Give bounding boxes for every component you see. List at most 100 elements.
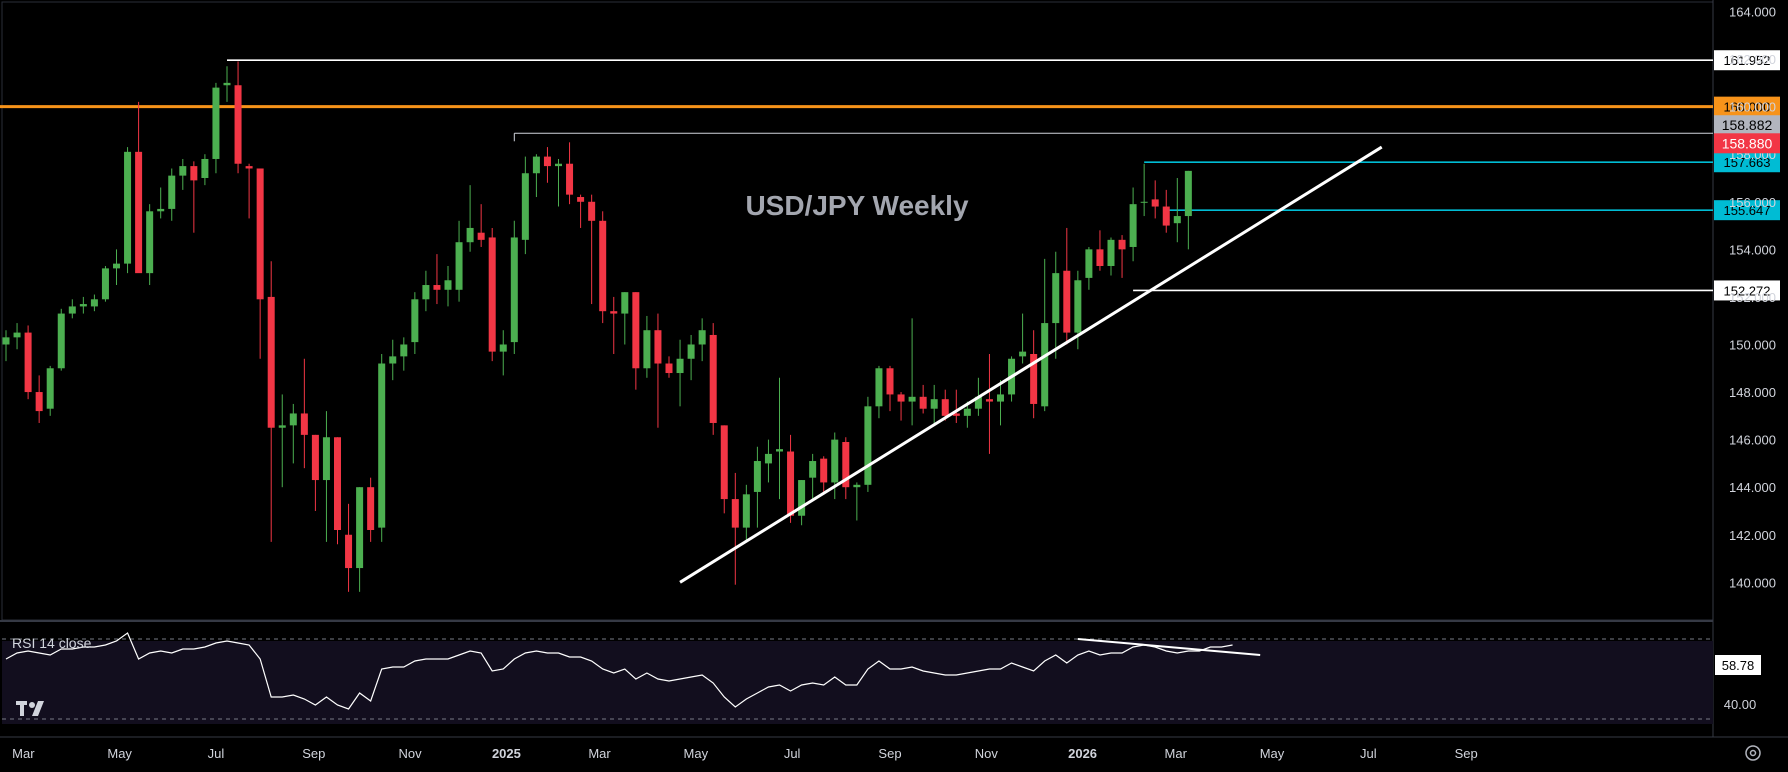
level-label-box [1714, 152, 1780, 173]
rsi-line [5, 632, 1233, 710]
candle-body [278, 425, 286, 428]
candle-body [698, 330, 706, 345]
candle-body [974, 396, 982, 409]
price-tick-label: 144.000 [1729, 480, 1776, 495]
candle-body [444, 280, 452, 290]
candle-body [499, 344, 507, 352]
tradingview-logo-icon[interactable] [16, 701, 50, 716]
price-tick-label: 162.000 [1729, 52, 1776, 67]
price-tick-label: 146.000 [1729, 433, 1776, 448]
candle-body [223, 82, 231, 86]
candle-body [919, 396, 927, 409]
level-label-box [1714, 50, 1780, 71]
candle-body [963, 408, 971, 416]
candle-body [311, 434, 319, 481]
time-tick-label: Mar [12, 746, 35, 761]
rsi-tick-40: 40.00 [1724, 697, 1757, 712]
candle-body [322, 437, 330, 481]
candle-body [742, 494, 750, 528]
candle-body [1074, 280, 1082, 333]
candle-body [267, 296, 275, 428]
candle-body [709, 334, 717, 423]
candle-body [776, 449, 783, 452]
time-tick-label: May [1260, 746, 1285, 761]
time-tick-label: Jul [208, 746, 225, 761]
time-axis[interactable]: Mar May Jul Sep Nov 2025 Mar May Jul Sep Nov 2026 Ma… [12, 746, 1478, 761]
time-tick-label: May [684, 746, 709, 761]
candle-body [820, 458, 828, 483]
candle-body [367, 487, 375, 530]
candle-body [1129, 204, 1137, 247]
candle-body [1140, 201, 1148, 203]
time-tick-label: Sep [1455, 746, 1478, 761]
candle-body [190, 166, 198, 181]
candle-body [532, 156, 540, 174]
price-badge-box [1714, 115, 1780, 136]
candle-body [113, 263, 120, 269]
price-tick-label: 160.000 [1729, 100, 1776, 115]
candle-body [157, 208, 165, 212]
candle-body [941, 399, 949, 416]
candle-body [853, 484, 861, 488]
price-tick-label: 150.000 [1729, 337, 1776, 352]
time-tick-label: 2025 [492, 746, 521, 761]
price-tick-label: 164.000 [1729, 5, 1776, 20]
candle-body [555, 163, 562, 167]
candle-body [599, 220, 607, 312]
candle-body [79, 304, 87, 307]
candle-body [378, 363, 386, 528]
candle-body [687, 344, 695, 359]
price-badge-label: 158.882 [1722, 117, 1773, 133]
candle-body [510, 237, 518, 343]
time-tick-label: Jul [1360, 746, 1377, 761]
candle-body [864, 406, 872, 485]
price-tick-label: 142.000 [1729, 528, 1776, 543]
candle-body [179, 166, 187, 176]
ascending-trendline [679, 145, 1383, 584]
candle-body [809, 461, 817, 478]
candle-body [577, 197, 585, 202]
candle-body [798, 480, 806, 516]
candle-body [1151, 199, 1159, 207]
candle-body [930, 399, 938, 409]
candle-body [1063, 270, 1071, 333]
candle-body [422, 285, 430, 300]
candle-body [389, 356, 397, 364]
candle-body [543, 156, 551, 167]
candle-body [643, 330, 651, 369]
time-tick-label: Sep [302, 746, 325, 761]
time-tick-label: Nov [399, 746, 423, 761]
level-label: 160.000 [1724, 100, 1771, 115]
settings-gear-icon[interactable] [1745, 745, 1761, 761]
candle-body [875, 368, 883, 407]
trendline-drawings [679, 145, 1383, 656]
candle-body [1041, 323, 1049, 407]
candle-body [212, 87, 220, 159]
candle-body [566, 163, 574, 195]
candle-body [787, 451, 795, 516]
candle-body [46, 368, 54, 409]
candle-body [1173, 216, 1181, 224]
candle-body [731, 499, 739, 528]
candle-body [455, 242, 463, 290]
candle-body [68, 306, 76, 314]
candle-body [466, 227, 474, 243]
candle-body [1096, 249, 1104, 266]
price-axis[interactable]: 164.000162.000160.000158.000156.000154.0… [1729, 5, 1776, 591]
candle-body [676, 358, 684, 374]
rsi-band-fill [2, 641, 1713, 724]
time-tick-label: May [107, 746, 132, 761]
candle-body [2, 337, 10, 345]
candle-body [897, 394, 905, 402]
candle-body [124, 151, 132, 264]
candle-body [334, 437, 341, 530]
time-tick-label: 2026 [1068, 746, 1097, 761]
candle-body [521, 173, 529, 240]
candle-body [886, 368, 894, 395]
candle-body [952, 413, 960, 416]
candle-body [610, 311, 618, 314]
price-tick-label: 154.000 [1729, 242, 1776, 257]
candle-body [256, 168, 264, 300]
